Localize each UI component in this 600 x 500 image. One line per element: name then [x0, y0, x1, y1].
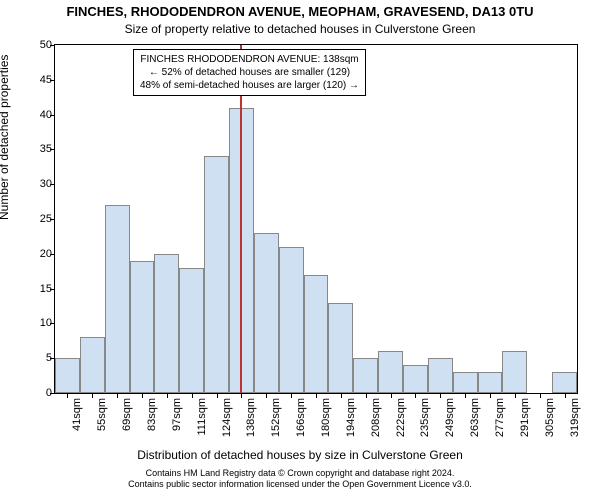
x-tick-label: 235sqm: [419, 398, 431, 437]
bar: [179, 268, 204, 393]
y-tick-label: 5: [22, 352, 52, 364]
footer-line1: Contains HM Land Registry data © Crown c…: [0, 468, 600, 479]
bar: [328, 303, 353, 393]
y-tick-label: 35: [22, 143, 52, 155]
footer-line2: Contains public sector information licen…: [0, 479, 600, 490]
x-tick-mark: [142, 394, 143, 398]
bar: [105, 205, 130, 393]
x-tick-mark: [117, 394, 118, 398]
x-tick-label: 305sqm: [544, 398, 556, 437]
y-tick-label: 10: [22, 317, 52, 329]
x-tick-label: 277sqm: [494, 398, 506, 437]
x-tick-label: 124sqm: [221, 398, 233, 437]
bar: [403, 365, 428, 393]
x-tick-mark: [540, 394, 541, 398]
bars-layer: [55, 45, 577, 393]
x-tick-mark: [440, 394, 441, 398]
annotation-line1: FINCHES RHODODENDRON AVENUE: 138sqm: [140, 53, 359, 66]
x-tick-mark: [67, 394, 68, 398]
plot-area: FINCHES RHODODENDRON AVENUE: 138sqm ← 52…: [54, 44, 578, 394]
bar: [453, 372, 478, 393]
y-tick-label: 40: [22, 109, 52, 121]
x-tick-label: 291sqm: [519, 398, 531, 437]
y-tick-label: 25: [22, 213, 52, 225]
chart-container: FINCHES, RHODODENDRON AVENUE, MEOPHAM, G…: [0, 0, 600, 500]
x-tick-mark: [167, 394, 168, 398]
bar: [478, 372, 503, 393]
x-tick-mark: [291, 394, 292, 398]
x-tick-mark: [490, 394, 491, 398]
annotation-box: FINCHES RHODODENDRON AVENUE: 138sqm ← 52…: [133, 49, 366, 96]
bar: [428, 358, 453, 393]
x-tick-label: 208sqm: [370, 398, 382, 437]
x-tick-label: 138sqm: [245, 398, 257, 437]
x-tick-label: 222sqm: [395, 398, 407, 437]
x-tick-mark: [92, 394, 93, 398]
annotation-line3: 48% of semi-detached houses are larger (…: [140, 79, 359, 92]
marker-line: [240, 45, 242, 393]
bar: [353, 358, 378, 393]
bar: [279, 247, 304, 393]
chart-title: FINCHES, RHODODENDRON AVENUE, MEOPHAM, G…: [0, 4, 600, 19]
x-tick-mark: [217, 394, 218, 398]
x-axis-label: Distribution of detached houses by size …: [0, 448, 600, 462]
footer-text: Contains HM Land Registry data © Crown c…: [0, 468, 600, 491]
x-tick-label: 41sqm: [71, 398, 83, 431]
x-tick-label: 166sqm: [295, 398, 307, 437]
x-tick-label: 97sqm: [171, 398, 183, 431]
bar: [130, 261, 155, 393]
y-tick-label: 50: [22, 39, 52, 51]
x-tick-label: 180sqm: [320, 398, 332, 437]
x-tick-label: 194sqm: [345, 398, 357, 437]
y-tick-label: 20: [22, 248, 52, 260]
x-tick-mark: [316, 394, 317, 398]
x-tick-label: 111sqm: [196, 398, 208, 436]
bar: [304, 275, 329, 393]
y-axis-label: Number of detached properties: [0, 55, 11, 220]
x-tick-label: 55sqm: [96, 398, 108, 431]
bar: [55, 358, 80, 393]
x-tick-label: 263sqm: [469, 398, 481, 437]
x-tick-mark: [192, 394, 193, 398]
bar: [502, 351, 527, 393]
bar: [254, 233, 279, 393]
x-tick-label: 249sqm: [444, 398, 456, 437]
annotation-line2: ← 52% of detached houses are smaller (12…: [140, 66, 359, 79]
y-tick-label: 30: [22, 178, 52, 190]
x-tick-mark: [366, 394, 367, 398]
y-tick-label: 0: [22, 387, 52, 399]
x-tick-mark: [266, 394, 267, 398]
x-tick-mark: [341, 394, 342, 398]
bar: [552, 372, 577, 393]
x-tick-label: 69sqm: [121, 398, 133, 431]
x-tick-mark: [391, 394, 392, 398]
x-tick-label: 319sqm: [569, 398, 581, 437]
bar: [204, 156, 229, 393]
x-tick-mark: [415, 394, 416, 398]
x-tick-mark: [465, 394, 466, 398]
y-tick-label: 15: [22, 283, 52, 295]
chart-subtitle: Size of property relative to detached ho…: [0, 22, 600, 36]
y-tick-label: 45: [22, 74, 52, 86]
bar: [378, 351, 403, 393]
x-tick-mark: [241, 394, 242, 398]
x-tick-label: 152sqm: [270, 398, 282, 437]
bar: [80, 337, 105, 393]
bar: [154, 254, 179, 393]
x-tick-mark: [565, 394, 566, 398]
x-tick-mark: [515, 394, 516, 398]
x-tick-label: 83sqm: [146, 398, 158, 431]
